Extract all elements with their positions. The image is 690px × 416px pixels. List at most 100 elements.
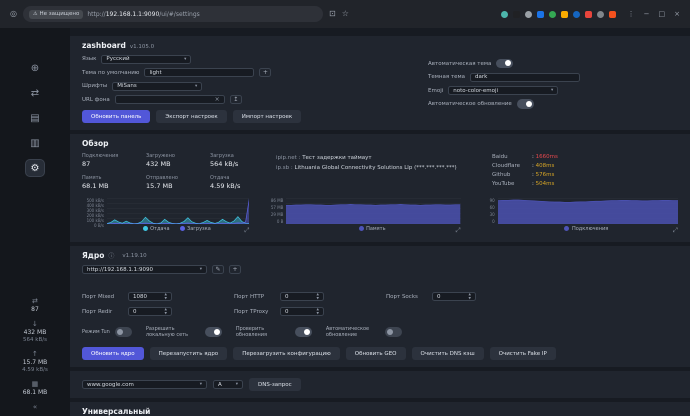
tun-mode-toggle[interactable] [114,327,132,337]
stat-downloaded: Загружено 432 MB [146,153,210,168]
stepper-icon[interactable]: ▲ ▼ [164,307,167,315]
port-mixed-input[interactable]: 1080 ▲ ▼ [128,292,172,301]
default-theme-input[interactable]: light [144,68,255,77]
refresh-panel-button[interactable]: Обновить панель [82,110,151,123]
separator: : [532,154,534,160]
extension-icon[interactable] [596,10,604,18]
emoji-select[interactable]: noto-color-emoji ▾ [448,86,559,95]
latency-site: YouTube [492,181,515,188]
section-overview: Обзор Подключения 87 Загружено 432 MB Загр… [70,134,690,242]
upgrade-core-button[interactable]: Обновить ядро [82,347,144,360]
sidebar-item-logs[interactable]: ▥ [30,137,40,149]
backend-url-select[interactable]: http://192.168.1.1:9090 ▾ [82,265,207,274]
import-settings-button[interactable]: Импорт настроек [232,110,302,123]
latency-site: Cloudflare [492,163,521,170]
insecure-warning-icon: ⚠ [32,11,38,17]
reload-config-button[interactable]: Перезагрузить конфигурацию [233,347,340,360]
update-geo-button[interactable]: Обновить GEO [345,347,406,360]
stepper-icon[interactable]: ▲ ▼ [316,292,319,300]
auto-theme-toggle[interactable] [496,58,514,69]
latency-row: Cloudflare: 408ms [492,162,674,171]
expand-chart-icon[interactable]: ⤢ [455,226,461,234]
allow-lan-toggle[interactable] [204,327,222,337]
memory-chart-yticks: 86 MB 57 MB 29 MB 0 B [270,198,284,224]
sidebar-item-connections[interactable]: ⇄ [30,87,40,99]
edit-backend-button[interactable]: ✎ [212,265,224,274]
window-minimize-button[interactable]: − [643,9,650,18]
extension-icon[interactable] [536,10,544,18]
memory-icon: ▦ [31,380,39,389]
ip-test-panel: ipip.net : Тест задержки таймаут ip.sb :… [274,153,486,174]
stepper-icon[interactable]: ▲ ▼ [164,292,167,300]
bg-url-input[interactable]: × [114,95,225,104]
legend-dot [564,226,570,231]
restart-core-button[interactable]: Перезапустить ядро [149,347,228,360]
extension-icon[interactable] [524,10,532,18]
extension-icon[interactable] [608,10,616,18]
window-maximize-button[interactable]: □ [658,9,666,18]
extension-icon[interactable] [500,10,508,18]
emoji-value: noto-color-emoji [453,87,499,94]
traffic-chart: 500 kB/s 400 kB/s 300 kB/s 200 kB/s 100 kB/s… [82,198,250,235]
sidebar-upload-speed: 4.59 kB/s [22,366,48,373]
export-settings-button[interactable]: Экспорт настроек [156,110,227,123]
latency-panel: Baidu: 1660ms Cloudflare: 408ms Github: … [492,153,678,189]
stepper-icon[interactable]: ▲ ▼ [468,292,471,300]
info-icon[interactable]: ⓘ [108,253,115,260]
port-http-input[interactable]: 0 ▲ ▼ [280,292,324,301]
traffic-chart-legend: Отдача Загрузка [104,226,249,232]
port-redir-input[interactable]: 0 ▲ ▼ [128,307,172,316]
check-updates-toggle[interactable] [294,327,312,337]
ip-test-value: Тест задержки таймаут [302,155,372,161]
connections-icon: ⇄ [32,297,38,306]
bookmark-star-icon[interactable]: ☆ [341,9,349,18]
expand-chart-icon[interactable]: ⤢ [672,226,678,234]
language-select[interactable]: Русский ▾ [101,54,192,64]
address-bar[interactable]: ⚠ Не защищено http://192.168.1.1:9090/ui… [22,6,323,22]
upload-bg-button[interactable]: ↥ [229,95,242,104]
chevron-down-icon: ▾ [194,83,198,89]
extension-icon[interactable] [548,10,556,18]
flush-fake-ip-button[interactable]: Очистить Fake IP [489,347,556,360]
core-auto-update-toggle[interactable] [384,327,402,337]
add-backend-button[interactable]: + [229,265,241,274]
port-socks-input[interactable]: 0 ▲ ▼ [432,292,476,301]
auto-update-toggle[interactable] [516,99,534,109]
add-theme-button[interactable]: + [259,68,272,77]
dark-theme-input[interactable]: dark [470,72,581,82]
window-controls: ⋮ − □ × [627,9,680,18]
sidebar-connections-value: 87 [31,306,39,314]
sidebar-item-rules[interactable]: ▤ [30,112,40,124]
dns-type-select[interactable]: A ▾ [213,380,243,389]
toggle-label: Проверить обновления [235,326,268,338]
clear-icon[interactable]: × [214,96,220,103]
extension-icon[interactable] [512,10,520,18]
sidebar-stat-upload: ↑ 15.7 MB 4.59 kB/s [22,350,48,374]
stat-label: Память [82,175,102,181]
language-label: Язык [82,56,97,62]
url-host: 192.168.1.1:9090 [105,10,160,18]
sidebar-item-settings[interactable]: ⚙ [26,160,44,176]
stepper-icon[interactable]: ▲ ▼ [316,307,319,315]
port-tproxy-input[interactable]: 0 ▲ ▼ [280,307,324,316]
fonts-select[interactable]: MiSans ▾ [112,81,203,91]
dns-domain-select[interactable]: www.google.com ▾ [82,380,207,389]
dns-query-button[interactable]: DNS-запрос [249,378,301,391]
browser-menu-icon[interactable]: ⋮ [627,9,635,18]
universal-title: Универсальный [82,407,151,416]
expand-chart-icon[interactable]: ⤢ [244,226,250,234]
auto-update-label: Автоматическое обновление [428,101,512,107]
extension-icon[interactable] [572,10,580,18]
sidebar-collapse-button[interactable]: « [32,403,38,411]
extension-icon[interactable] [584,10,592,18]
sidebar-item-proxies[interactable]: ⊕ [30,62,40,74]
flush-dns-cache-button[interactable]: Очистить DNS кэш [411,347,484,360]
tab-search-icon[interactable]: ◎ [10,9,17,18]
window-close-button[interactable]: × [674,9,680,18]
share-icon[interactable]: ⊡ [328,9,336,18]
stat-value: 68.1 MB [82,182,109,190]
security-badge[interactable]: ⚠ Не защищено [28,9,84,19]
ports-grid: Порт Mixed 1080 ▲ ▼ Порт HTTP 0 ▲ ▼ Порт Socks… [82,292,678,316]
extension-icon[interactable] [560,10,568,18]
memory-chart: 86 MB 57 MB 29 MB 0 B Память ⤢ [261,198,461,235]
